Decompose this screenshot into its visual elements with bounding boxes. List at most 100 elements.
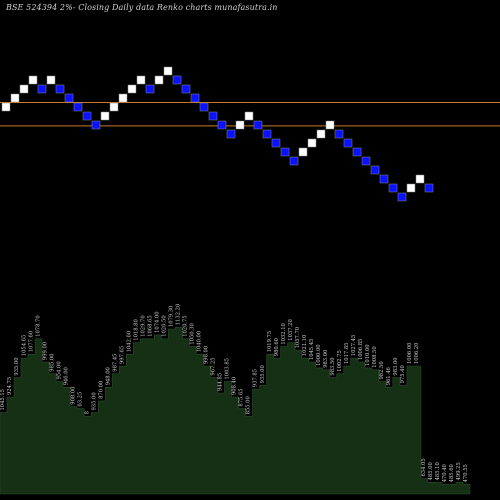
renko-brick-up: [19, 84, 29, 94]
renko-brick-down: [361, 156, 371, 166]
volume-label: 999.00: [42, 342, 48, 360]
volume-label: 935.00: [91, 392, 97, 410]
volume-label: 997.65: [120, 346, 126, 364]
volume-label: 948.00: [105, 367, 111, 385]
renko-brick-up: [136, 75, 146, 85]
volume-label: 870.00: [98, 381, 104, 399]
renko-brick-up: [325, 120, 335, 130]
renko-brick-down: [352, 147, 362, 157]
renko-brick-up: [154, 75, 164, 85]
renko-brick-down: [343, 138, 353, 148]
renko-brick-down: [91, 120, 101, 130]
renko-brick-down: [217, 120, 227, 130]
volume-area-fill: [0, 326, 471, 495]
renko-brick-down: [334, 129, 344, 139]
renko-brick-down: [145, 84, 155, 94]
renko-brick-up: [28, 75, 38, 85]
renko-brick-up: [163, 66, 173, 76]
renko-brick-down: [64, 93, 74, 103]
volume-label: 985.00: [49, 354, 55, 372]
volume-area: [0, 326, 471, 495]
volume-label: 1032.10: [281, 323, 287, 344]
volume-label: 1018.80: [134, 319, 140, 340]
volume-label: 946.00: [63, 367, 69, 385]
renko-brick-down: [55, 84, 65, 94]
renko-brick-down: [37, 84, 47, 94]
renko-brick-down: [208, 111, 218, 121]
renko-brick-down: [73, 102, 83, 112]
renko-brick-down: [181, 84, 191, 94]
volume-label: 1010.00: [365, 344, 371, 365]
renko-brick-down: [226, 129, 236, 139]
renko-brick-down: [397, 192, 407, 202]
volume-label: 935.00: [14, 357, 20, 375]
volume-label: 954.00: [56, 361, 62, 379]
volume-label: 1045.45: [309, 339, 315, 360]
renko-brick-down: [190, 93, 200, 103]
volume-label: 1000.00: [316, 344, 322, 365]
volume-label: 983.00: [323, 350, 329, 368]
volume-label: 875.65: [239, 388, 245, 406]
volume-label: 1078.70: [35, 315, 41, 336]
volume-label: 8: [84, 411, 90, 414]
renko-brick-down: [370, 165, 380, 175]
volume-label: 1037.20: [288, 319, 294, 340]
volume-label: 1021.10: [302, 335, 308, 356]
volume-label: 987.45: [112, 354, 118, 372]
volume-label: 944.85: [218, 373, 224, 391]
volume-label: 1020.75: [183, 315, 189, 336]
renko-brick-down: [172, 75, 182, 85]
volume-label: 1079.30: [169, 306, 175, 327]
volume-label: 1045.15: [0, 389, 6, 410]
volume-label: 1006.85: [358, 339, 364, 360]
renko-brick-up: [46, 75, 56, 85]
renko-brick-down: [82, 111, 92, 121]
volume-label: 1132.20: [176, 304, 182, 325]
volume-label: 961.46: [386, 367, 392, 385]
renko-brick-up: [235, 120, 245, 130]
renko-brick-up: [118, 93, 128, 103]
volume-label: 983.50: [330, 357, 336, 375]
volume-label: 908.00: [70, 387, 76, 405]
volume-label: 499.25: [456, 462, 462, 480]
volume-label: 485.10: [435, 462, 441, 480]
renko-bricks: [1, 66, 434, 202]
volume-label: 980.60: [274, 338, 280, 356]
volume-label: 485.00: [428, 462, 434, 480]
volume-label: 1020.50: [162, 315, 168, 336]
renko-brick-up: [10, 93, 20, 103]
renko-brick-down: [199, 102, 209, 112]
volume-label: 1019.75: [267, 331, 273, 352]
renko-brick-down: [253, 120, 263, 130]
volume-label: 1002.75: [337, 350, 343, 371]
renko-brick-down: [379, 174, 389, 184]
volume-label: 1017.85: [344, 343, 350, 364]
volume-label: 1050.30: [190, 323, 196, 344]
volume-label: 935.00: [260, 365, 266, 383]
volume-label: 855.00: [246, 396, 252, 414]
renko-brick-up: [298, 147, 308, 157]
volume-label: 634.05: [421, 458, 427, 476]
renko-brick-up: [316, 129, 326, 139]
volume-label: 1068.65: [148, 315, 154, 336]
volume-label: 470.40: [442, 464, 448, 482]
renko-brick-up: [244, 111, 254, 121]
volume-label: 975.40: [400, 365, 406, 383]
volume-label: 1054.65: [21, 335, 27, 356]
renko-brick-up: [415, 174, 425, 184]
volume-label: 937.85: [253, 369, 259, 387]
volume-label: 470.55: [463, 464, 469, 482]
volume-label: 1008.50: [372, 346, 378, 367]
volume-label: 1029.70: [141, 315, 147, 336]
chart-title: BSE 524394 2%- Closing Daily data Renko …: [6, 3, 278, 12]
volume-label: 1040.00: [197, 331, 203, 352]
volume-label: 1074.00: [155, 311, 161, 332]
volume-label: 982.50: [379, 361, 385, 379]
renko-brick-up: [1, 102, 11, 112]
renko-brick-down: [388, 183, 398, 193]
volume-label: 1006.20: [414, 343, 420, 364]
renko-brick-down: [271, 138, 281, 148]
volume-label: 63.25: [77, 392, 83, 407]
